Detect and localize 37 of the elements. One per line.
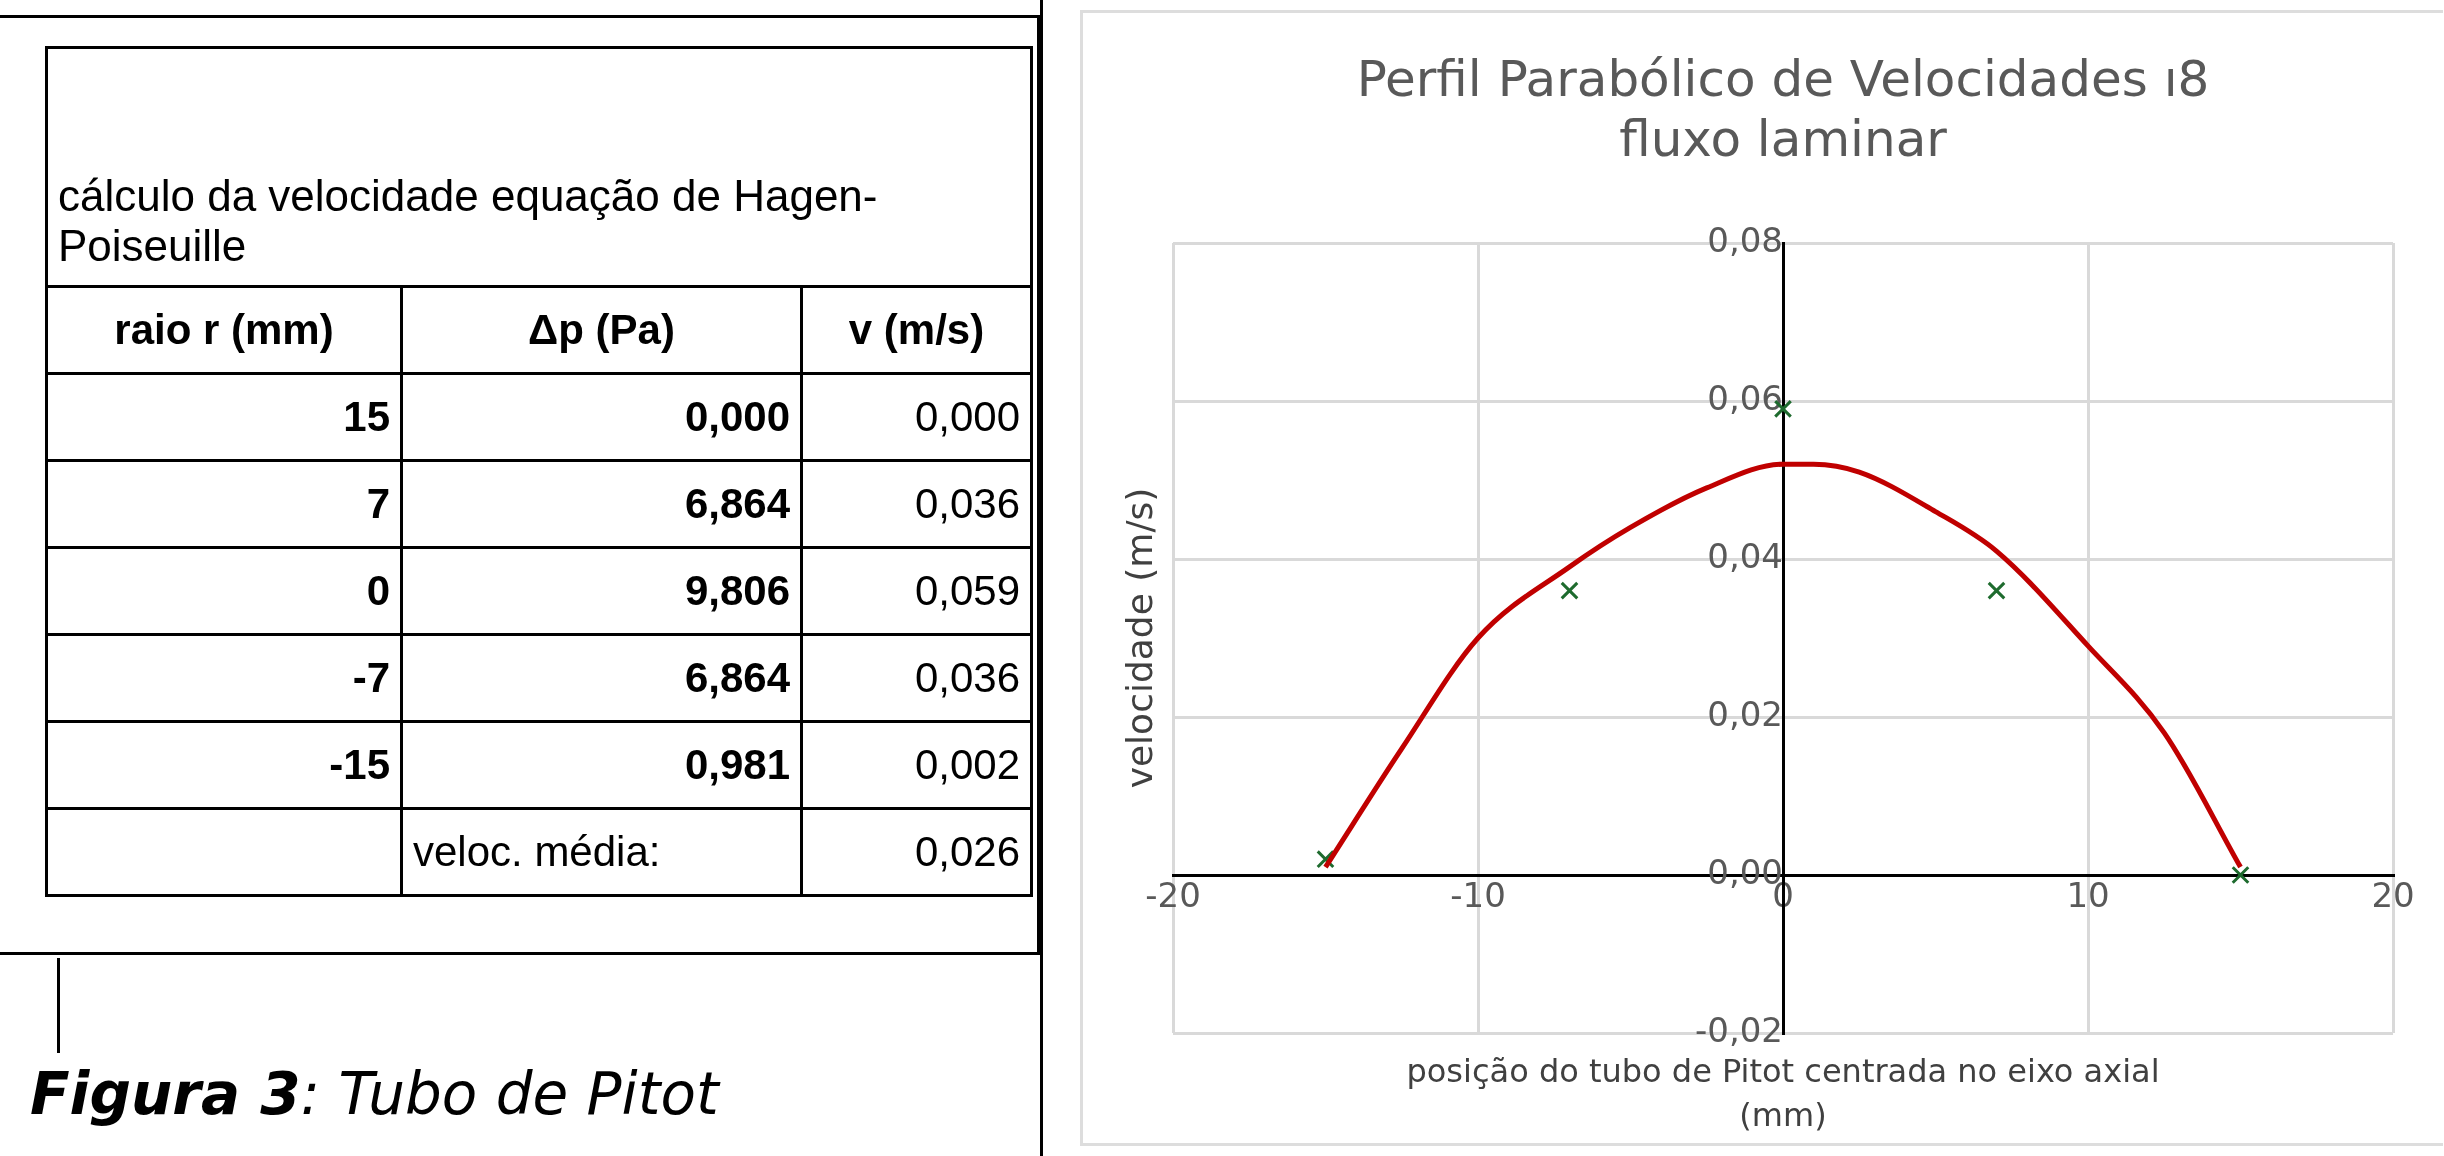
text: 7 <box>46 460 402 548</box>
text: 9,806 <box>401 547 802 635</box>
text: 15 <box>46 373 402 461</box>
text: 0,981 <box>401 721 802 809</box>
text: 0 <box>46 547 402 635</box>
y-tick-label: 0,08 <box>1707 219 1783 260</box>
text: 0,059 <box>801 547 1032 635</box>
text: -7 <box>46 634 402 722</box>
text: raio r (mm) <box>46 286 402 374</box>
y-tick-label: -0,02 <box>1695 1009 1783 1050</box>
y-tick-label: 0,06 <box>1707 377 1783 418</box>
y-tick-label: 0,02 <box>1707 693 1783 734</box>
text: cálculo da velocidade equação de Hagen-Poiseuille <box>46 47 1032 287</box>
y-axis-title: velocidade (m/s) <box>1119 487 1161 789</box>
text: 6,864 <box>401 460 802 548</box>
point <box>2231 865 2250 885</box>
text: -15 <box>46 721 402 809</box>
text: 0,026 <box>801 808 1032 896</box>
x-tick-label: -20 <box>1145 875 1201 916</box>
text: 0,036 <box>801 460 1032 548</box>
text: Δp (Pa) <box>401 286 802 374</box>
x-tick-label: 20 <box>2371 875 2415 916</box>
y-tick-label: 0,04 <box>1707 535 1783 576</box>
text: veloc. média: <box>401 808 802 896</box>
text: v (m/s) <box>801 286 1032 374</box>
x-tick-label: 10 <box>2066 875 2110 916</box>
point <box>1987 581 2006 600</box>
text: 0,000 <box>401 373 802 461</box>
x-tick-label: -10 <box>1450 875 1506 916</box>
x-axis-title: posição do tubo de Pitot centrada no eixo axial (mm) <box>1406 1052 2160 1135</box>
text: 0,002 <box>801 721 1032 809</box>
text: 0,000 <box>801 373 1032 461</box>
chart-title: Perfil Parabólico de Velocidades ı8 fluxo laminar <box>1356 49 2210 168</box>
text: Figura 3: Tubo de Pitot <box>30 1060 719 1128</box>
text: 0,036 <box>801 634 1032 722</box>
point <box>1560 581 1579 600</box>
text: 6,864 <box>401 634 802 722</box>
